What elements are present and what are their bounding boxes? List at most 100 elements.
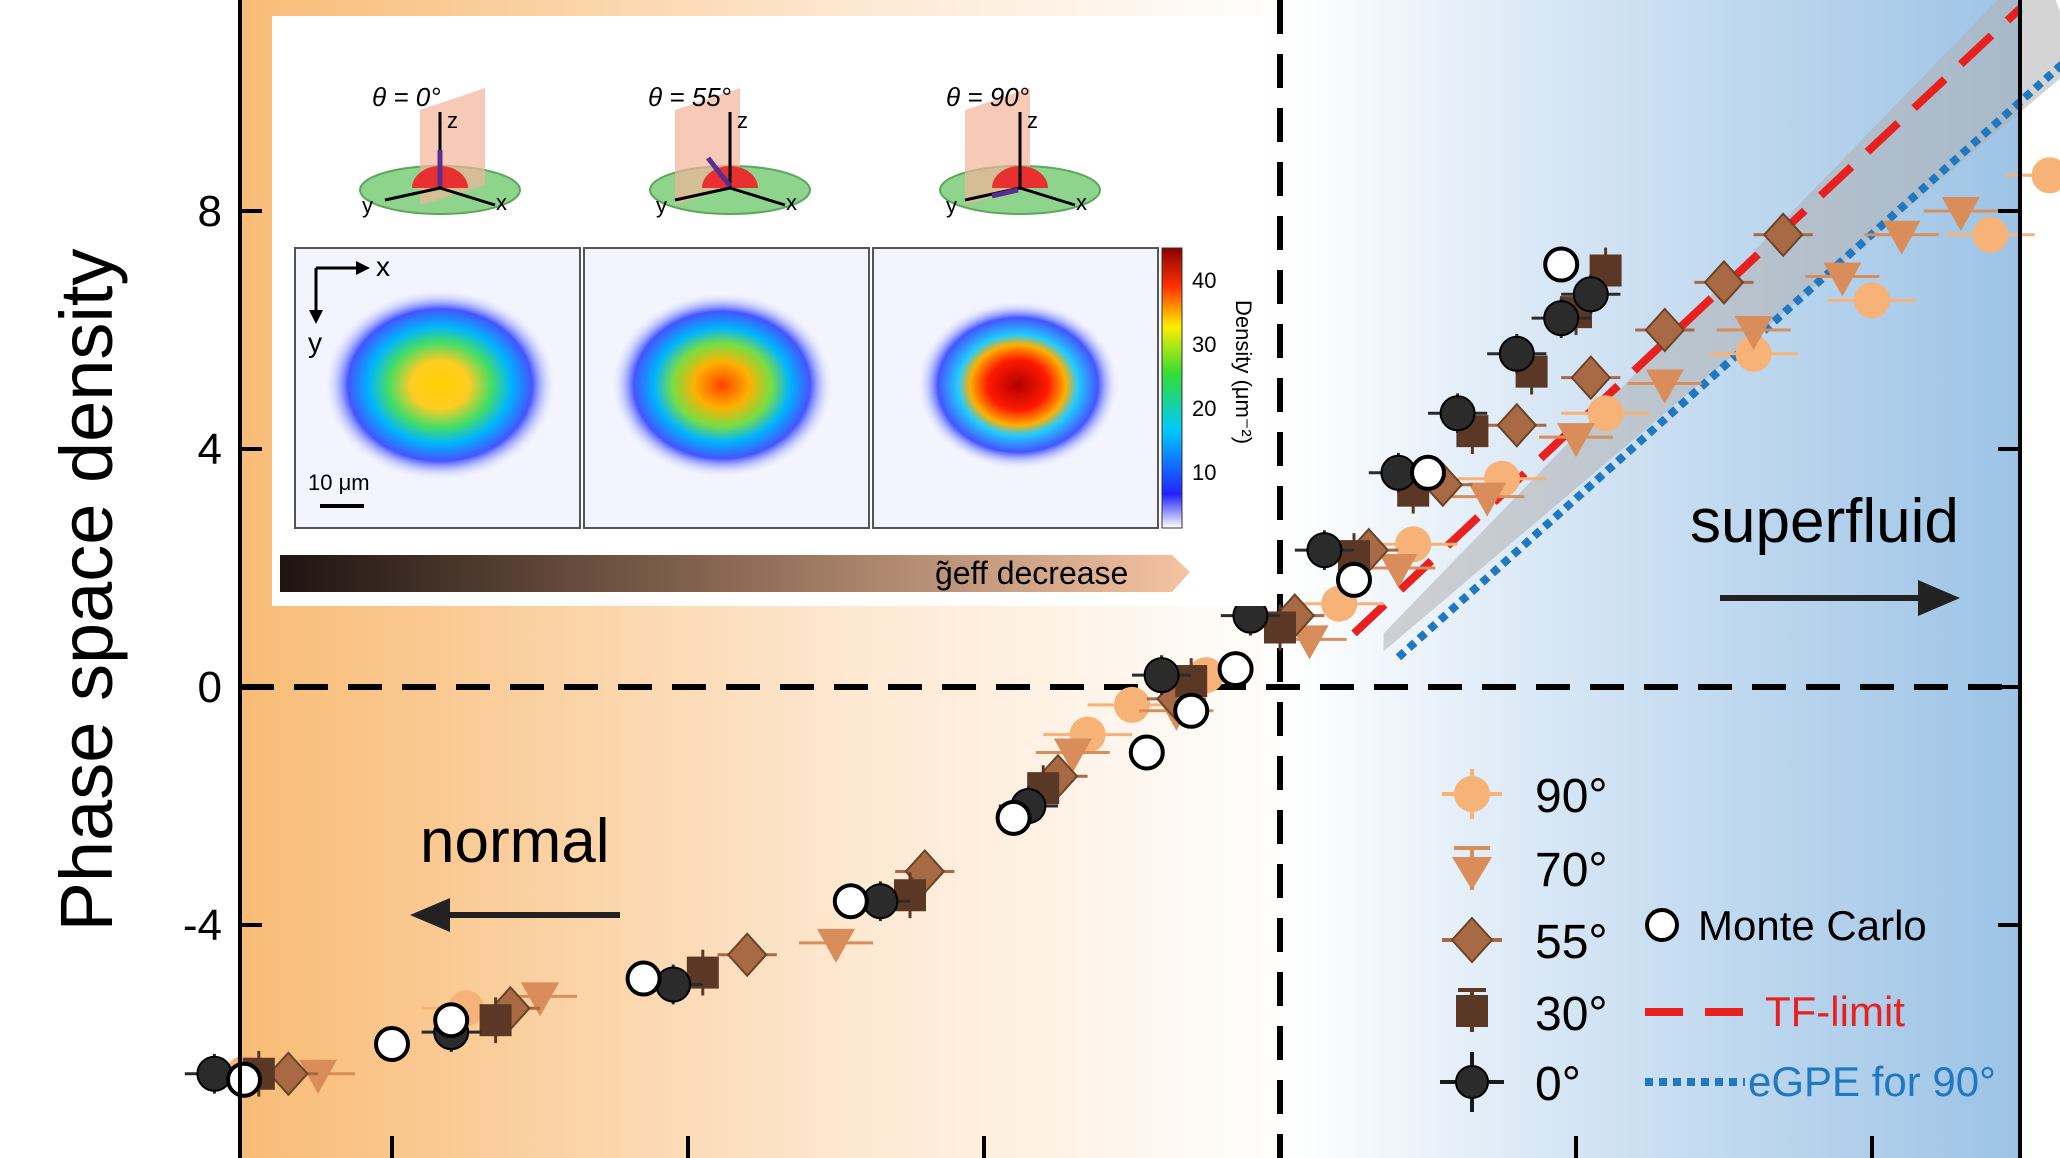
legend-item-90: 90° — [1442, 769, 1608, 823]
svg-text:y: y — [362, 193, 373, 218]
data-point-0- — [850, 881, 910, 922]
data-point-70- — [1716, 316, 1791, 350]
data-point-70- — [1805, 262, 1880, 297]
orientation-sketch-90: z x y θ = 90° — [939, 82, 1101, 218]
data-point-monte-carlo — [1128, 734, 1165, 771]
legend-item-55: 55° — [1442, 916, 1608, 969]
svg-text:z: z — [1027, 108, 1038, 133]
density-image-90 — [872, 247, 1159, 529]
normal-arrow — [410, 898, 620, 932]
legend-item-egpe: eGPE for 90° — [1645, 1058, 1996, 1105]
legend: 90° 70° 55° 30° 0° Monte Carlo — [1440, 769, 1996, 1112]
data-point-0- — [1428, 393, 1488, 434]
data-point-0- — [1132, 655, 1192, 695]
svg-text:y: y — [656, 193, 667, 218]
legend-label-30: 30° — [1535, 988, 1608, 1041]
y-tick-label: 0 — [198, 663, 222, 712]
legend-item-monte-carlo: Monte Carlo — [1645, 902, 1927, 949]
legend-label-tf-limit: TF-limit — [1765, 988, 1905, 1035]
data-point-monte-carlo — [995, 799, 1032, 836]
orientation-sketch-0: z x y θ = 0° — [359, 82, 521, 218]
legend-item-30: 30° — [1456, 988, 1608, 1041]
legend-label-0: 0° — [1535, 1058, 1581, 1111]
data-point-monte-carlo — [832, 883, 869, 920]
svg-text:y: y — [308, 327, 322, 358]
density-image-0 — [294, 247, 581, 529]
data-point-0- — [643, 964, 703, 1005]
data-point-55- — [1694, 259, 1754, 305]
tf-limit-line — [1351, 5, 2023, 637]
data-point-55- — [1487, 402, 1547, 448]
axis-ticks: -4 0 4 8 — [183, 187, 2020, 1158]
svg-text:20: 20 — [1192, 396, 1216, 421]
svg-text:z: z — [447, 108, 458, 133]
legend-item-70: 70° — [1452, 844, 1608, 897]
angle-label-90: θ = 90° — [946, 82, 1029, 112]
legend-label-monte-carlo: Monte Carlo — [1698, 902, 1927, 949]
data-point-monte-carlo — [625, 960, 662, 997]
data-point-90- — [1561, 395, 1650, 432]
data-point-55- — [1753, 212, 1813, 258]
image-axes: x y — [308, 251, 390, 358]
data-point-70- — [1627, 369, 1702, 404]
legend-label-90: 90° — [1535, 770, 1608, 823]
axes-frame — [238, 0, 2022, 1158]
data-point-70- — [1539, 423, 1613, 458]
data-points — [184, 157, 2060, 1098]
colorbar: 40 30 20 10 Density (μm⁻²) — [1161, 247, 1256, 529]
density-image-55 — [583, 247, 870, 529]
data-point-monte-carlo — [433, 1002, 470, 1039]
legend-label-70: 70° — [1535, 844, 1608, 897]
inset-panel: z x y θ = 0° z x y θ = 55° z — [272, 16, 1270, 606]
data-point-0- — [1294, 530, 1354, 571]
data-point-70- — [1361, 554, 1436, 588]
data-point-55- — [1561, 355, 1621, 401]
data-point-90- — [1827, 282, 1917, 319]
data-point-monte-carlo — [1336, 561, 1372, 598]
data-point-30- — [894, 872, 926, 919]
angle-label-55: θ = 55° — [648, 82, 731, 112]
superfluid-label: superfluid — [1690, 487, 1959, 556]
legend-label-egpe: eGPE for 90° — [1748, 1058, 1996, 1105]
data-point-monte-carlo — [1543, 246, 1580, 283]
svg-text:x: x — [786, 190, 797, 215]
legend-item-0: 0° — [1440, 1052, 1581, 1112]
y-tick-label: 4 — [198, 425, 222, 474]
svg-text:40: 40 — [1192, 268, 1216, 293]
data-point-monte-carlo — [1410, 454, 1446, 491]
data-point-70- — [1864, 220, 1939, 255]
geff-label: g̃eff decrease — [935, 555, 1128, 591]
svg-text:x: x — [376, 251, 390, 282]
data-point-monte-carlo — [1173, 692, 1210, 729]
legend-item-tf-limit: TF-limit — [1645, 988, 1905, 1035]
svg-text:x: x — [1076, 190, 1087, 215]
data-point-monte-carlo — [1217, 651, 1254, 688]
data-point-0- — [1531, 298, 1591, 338]
theory-band — [1351, 0, 2060, 661]
data-point-70- — [799, 928, 873, 963]
data-point-70- — [1450, 482, 1525, 517]
svg-text:30: 30 — [1192, 332, 1216, 357]
data-point-55- — [717, 932, 777, 978]
normal-label: normal — [420, 807, 610, 876]
svg-text:10 μm: 10 μm — [308, 470, 370, 495]
orientation-sketch-55: z x y θ = 55° — [648, 82, 811, 218]
svg-text:x: x — [496, 190, 507, 215]
angle-label-0: θ = 0° — [372, 82, 441, 112]
y-tick-label: -4 — [183, 901, 222, 950]
svg-text:Density (μm⁻²): Density (μm⁻²) — [1231, 300, 1256, 444]
data-point-monte-carlo — [374, 1026, 410, 1062]
superfluid-arrow — [1720, 580, 1960, 616]
data-point-monte-carlo — [226, 1061, 262, 1098]
y-tick-label: 8 — [198, 187, 222, 236]
legend-label-55: 55° — [1535, 916, 1608, 969]
svg-text:10: 10 — [1192, 460, 1216, 485]
data-point-70- — [1035, 738, 1110, 773]
egpe-line — [1395, 60, 2060, 661]
data-point-90- — [1087, 686, 1177, 723]
svg-text:z: z — [737, 108, 748, 133]
data-point-30- — [479, 997, 512, 1044]
y-axis-label: Phase space density — [45, 249, 128, 932]
scale-bar: 10 μm — [308, 470, 370, 508]
